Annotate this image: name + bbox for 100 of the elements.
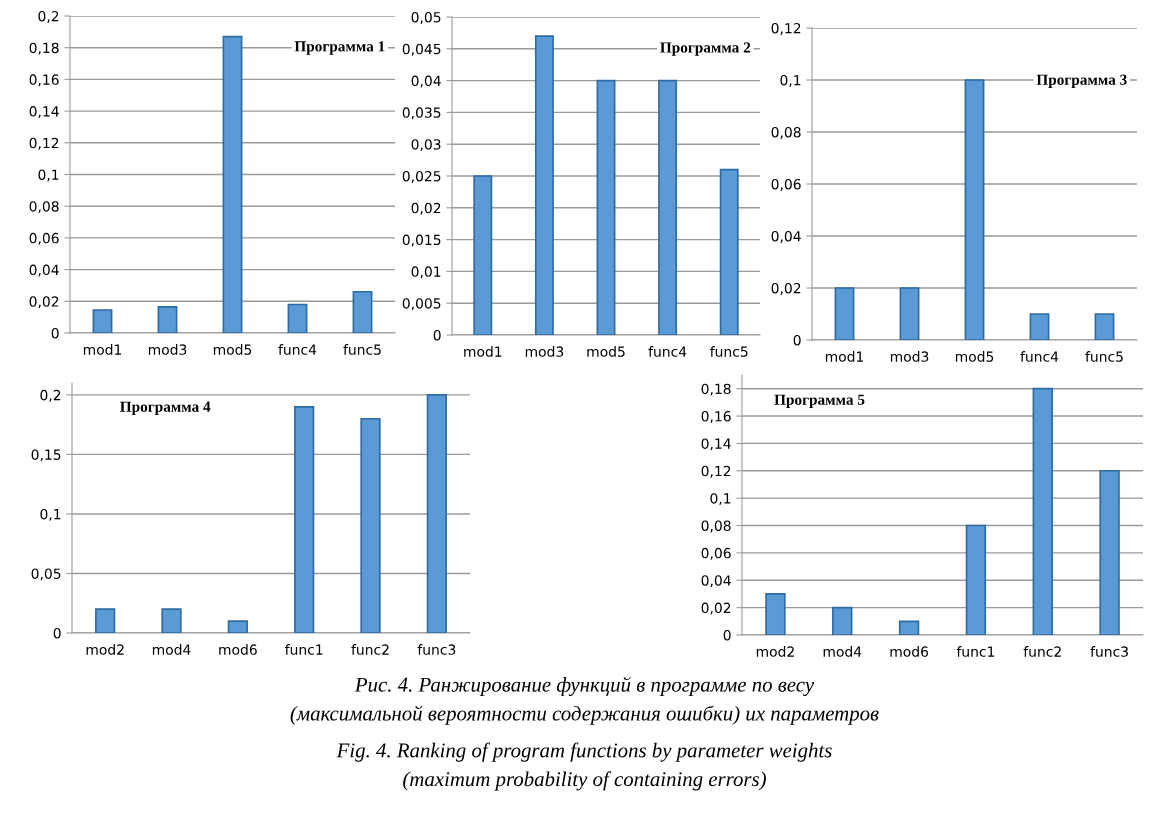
x-tick-label: func5 <box>343 344 381 355</box>
text: Рис. 4. Ранжирование функций в программе по весу <box>354 676 815 697</box>
x-tick-label: func5 <box>710 346 748 357</box>
y-tick-label: 0,16 <box>701 411 731 423</box>
bar <box>534 35 554 335</box>
text: (максимальной вероятности содержания ошибки) их параметров <box>290 705 879 725</box>
bar <box>287 303 308 333</box>
y-tick-label: 0,1 <box>38 169 59 182</box>
y-tick-label: 0,15 <box>31 449 61 462</box>
bar <box>719 168 739 335</box>
y-tick-label: 0,12 <box>701 465 731 478</box>
x-tick-label: mod3 <box>525 346 564 357</box>
y-tick-label: 0,045 <box>402 43 441 56</box>
y-tick-label: 0,02 <box>29 296 59 309</box>
bar <box>426 394 447 633</box>
x-tick-label: mod3 <box>148 344 187 355</box>
x-tick-label: func1 <box>285 644 323 655</box>
x-tick-label: mod1 <box>464 346 502 357</box>
y-tick-label: 0,035 <box>402 107 441 120</box>
bar <box>965 524 987 635</box>
bar <box>360 417 381 633</box>
x-tick-label: mod3 <box>890 351 929 362</box>
y-tick-label: 0 <box>51 327 59 339</box>
y-tick-label: 0,2 <box>40 389 61 402</box>
y-tick-label: 0,04 <box>29 264 59 277</box>
bar <box>898 620 920 635</box>
y-tick-label: 0,14 <box>29 106 59 118</box>
bar <box>1029 313 1050 340</box>
y-tick-label: 0,02 <box>701 602 731 615</box>
y-tick-label: 0 <box>793 334 801 346</box>
y-tick-label: 0,06 <box>771 178 801 191</box>
y-tick-label: 0,1 <box>40 508 61 521</box>
bar <box>222 35 243 333</box>
y-tick-label: 0,005 <box>402 298 441 311</box>
y-tick-label: 0,04 <box>411 75 441 88</box>
bar <box>596 79 616 335</box>
bar <box>92 309 113 333</box>
y-tick-label: 0,1 <box>780 74 801 87</box>
text: Программа 4 <box>120 401 211 415</box>
x-tick-label: mod1 <box>825 351 864 362</box>
y-tick-label: 0,18 <box>29 42 59 55</box>
bar <box>832 606 853 635</box>
x-tick-label: mod5 <box>955 351 994 362</box>
bar <box>95 608 116 633</box>
x-tick-label: func3 <box>1090 646 1128 657</box>
x-tick-label: mod5 <box>587 346 625 357</box>
x-tick-label: func4 <box>648 346 687 357</box>
x-tick-label: func3 <box>417 644 456 655</box>
y-tick-label: 0,04 <box>701 575 731 588</box>
y-tick-label: 0,025 <box>402 170 441 183</box>
y-tick-label: 0,08 <box>771 126 801 139</box>
x-tick-label: func4 <box>1020 351 1059 362</box>
bar <box>473 175 493 335</box>
x-tick-label: func5 <box>1085 351 1123 362</box>
y-tick-label: 0,1 <box>710 493 731 506</box>
x-tick-label: mod4 <box>823 646 862 657</box>
text: Программа 1 <box>294 41 385 55</box>
y-tick-label: 0,02 <box>771 282 801 295</box>
bar <box>1032 387 1053 635</box>
y-tick-label: 0,05 <box>31 568 61 581</box>
bar <box>161 608 182 633</box>
bar <box>765 593 786 635</box>
y-tick-label: 0,01 <box>411 266 441 279</box>
y-tick-label: 0,2 <box>38 10 59 23</box>
bar <box>1099 469 1120 635</box>
caption: Fig. 4. Ranking of program functions by parameter weights <box>336 742 832 762</box>
bar <box>899 287 920 340</box>
y-tick-label: 0 <box>433 329 441 341</box>
bar <box>294 405 315 633</box>
text: Программа 5 <box>774 394 865 408</box>
y-tick-label: 0,02 <box>411 202 441 215</box>
bar <box>834 287 855 340</box>
y-tick-label: 0,16 <box>29 74 59 87</box>
y-tick-label: 0 <box>723 629 731 641</box>
x-tick-label: mod6 <box>219 644 257 655</box>
bar <box>1094 313 1115 340</box>
text: Программа 2 <box>660 42 751 56</box>
bar <box>964 79 985 340</box>
x-tick-label: func2 <box>351 644 389 655</box>
y-tick-label: 0,08 <box>29 201 59 214</box>
x-tick-label: mod2 <box>756 646 794 657</box>
y-tick-label: 0,06 <box>701 547 731 560</box>
y-tick-label: 0,08 <box>701 520 731 533</box>
y-tick-label: 0,05 <box>411 11 441 24</box>
x-tick-label: mod1 <box>83 344 122 355</box>
x-tick-label: mod4 <box>152 644 191 655</box>
x-tick-label: func4 <box>278 344 317 355</box>
x-tick-label: func1 <box>956 646 995 657</box>
y-tick-label: 0,04 <box>771 230 801 243</box>
y-tick-label: 0 <box>53 627 61 639</box>
x-tick-label: mod5 <box>213 344 252 355</box>
y-tick-label: 0,12 <box>29 137 59 150</box>
y-tick-label: 0,14 <box>701 438 731 451</box>
y-tick-label: 0,015 <box>402 234 441 247</box>
text: (maximum probability of containing errors) <box>403 771 766 791</box>
bar <box>352 290 373 333</box>
bar <box>157 306 178 333</box>
x-tick-label: mod6 <box>890 646 929 657</box>
x-tick-label: func2 <box>1023 646 1061 657</box>
bar <box>227 620 248 633</box>
